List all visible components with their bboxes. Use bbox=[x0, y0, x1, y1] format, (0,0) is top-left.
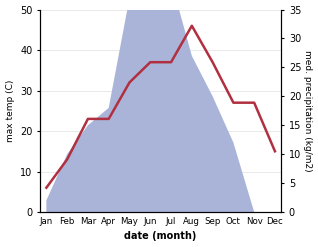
Y-axis label: med. precipitation (kg/m2): med. precipitation (kg/m2) bbox=[303, 50, 313, 172]
X-axis label: date (month): date (month) bbox=[124, 231, 197, 242]
Y-axis label: max temp (C): max temp (C) bbox=[5, 80, 15, 142]
